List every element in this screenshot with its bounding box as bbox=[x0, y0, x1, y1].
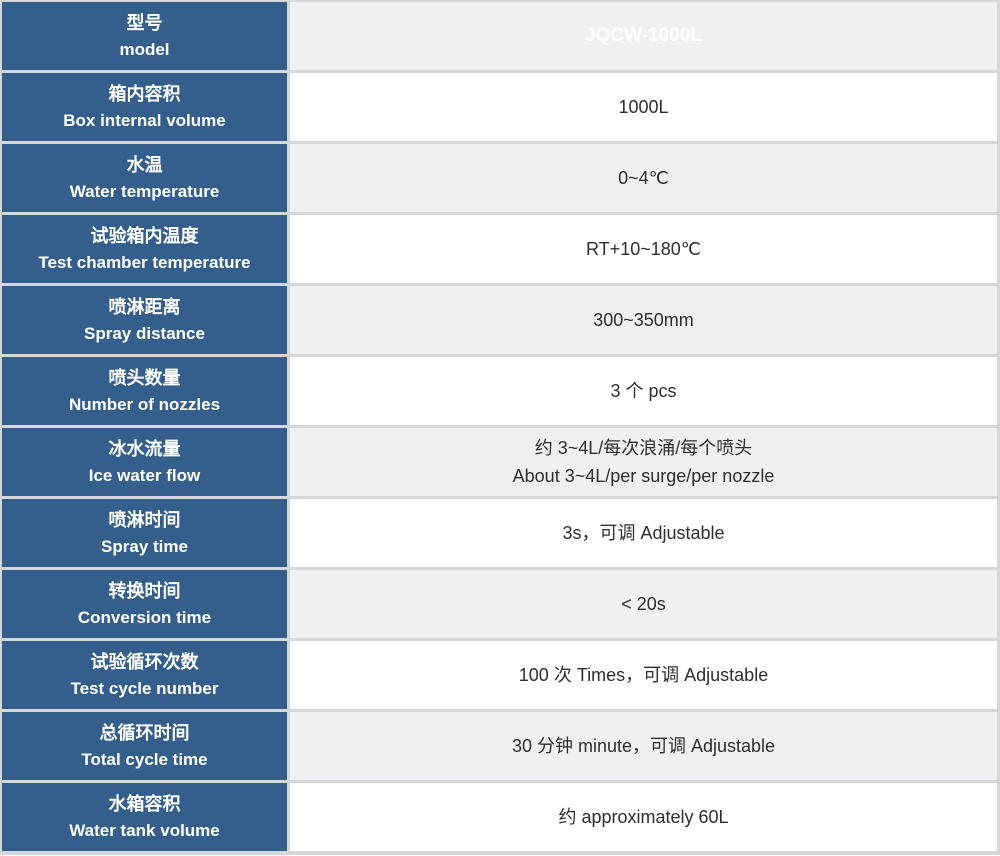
spec-row-number-of-nozzles: 喷头数量 Number of nozzles 3 个 pcs bbox=[2, 357, 997, 425]
row-label-en: Spray distance bbox=[84, 324, 205, 343]
row-value-spray-distance: 300~350mm bbox=[290, 286, 997, 354]
spec-row-conversion-time: 转换时间 Conversion time < 20s bbox=[2, 570, 997, 638]
spec-row-box-internal-volume: 箱内容积 Box internal volume 1000L bbox=[2, 73, 997, 141]
spec-row-total-cycle-time: 总循环时间 Total cycle time 30 分钟 minute，可调 A… bbox=[2, 712, 997, 780]
row-label-en: model bbox=[119, 40, 170, 59]
row-label-zh: 水箱容积 bbox=[108, 794, 181, 814]
row-label-zh: 水温 bbox=[126, 155, 163, 175]
row-label-zh: 总循环时间 bbox=[99, 723, 190, 743]
row-label-en: Box internal volume bbox=[63, 111, 226, 130]
row-label-zh: 喷头数量 bbox=[108, 368, 181, 388]
row-value-ice-water-flow: 约 3~4L/每次浪涌/每个喷头 About 3~4L/per surge/pe… bbox=[290, 428, 997, 496]
spec-row-test-cycle-number: 试验循环次数 Test cycle number 100 次 Times，可调 … bbox=[2, 641, 997, 709]
row-label-en: Conversion time bbox=[77, 608, 212, 627]
spec-row-test-chamber-temperature: 试验箱内温度 Test chamber temperature RT+10~18… bbox=[2, 215, 997, 283]
row-value-test-cycle-number: 100 次 Times，可调 Adjustable bbox=[290, 641, 997, 709]
spec-row-water-tank-volume: 水箱容积 Water tank volume 约 approximately 6… bbox=[2, 783, 997, 851]
row-label-en: Number of nozzles bbox=[68, 395, 221, 414]
row-label-zh: 试验循环次数 bbox=[90, 652, 199, 672]
spec-row-spray-distance: 喷淋距离 Spray distance 300~350mm bbox=[2, 286, 997, 354]
row-label-test-cycle-number: 试验循环次数 Test cycle number bbox=[2, 641, 287, 709]
row-label-conversion-time: 转换时间 Conversion time bbox=[2, 570, 287, 638]
row-label-number-of-nozzles: 喷头数量 Number of nozzles bbox=[2, 357, 287, 425]
row-value-water-tank-volume: 约 approximately 60L bbox=[290, 783, 997, 851]
spec-row-spray-time: 喷淋时间 Spray time 3s，可调 Adjustable bbox=[2, 499, 997, 567]
row-value-total-cycle-time: 30 分钟 minute，可调 Adjustable bbox=[290, 712, 997, 780]
row-label-zh: 箱内容积 bbox=[108, 84, 181, 104]
row-label-zh: 喷淋时间 bbox=[108, 510, 181, 530]
row-label-en: Ice water flow bbox=[88, 466, 201, 485]
row-label-en: Test cycle number bbox=[70, 679, 219, 698]
row-label-water-tank-volume: 水箱容积 Water tank volume bbox=[2, 783, 287, 851]
row-value-model: JQCW-1000L bbox=[290, 2, 997, 70]
spec-row-water-temperature: 水温 Water temperature 0~4℃ bbox=[2, 144, 997, 212]
spec-row-model: 型号 model JQCW-1000L bbox=[2, 2, 997, 70]
row-label-total-cycle-time: 总循环时间 Total cycle time bbox=[2, 712, 287, 780]
row-label-zh: 试验箱内温度 bbox=[90, 226, 199, 246]
row-label-en: Spray time bbox=[101, 537, 188, 556]
row-label-spray-time: 喷淋时间 Spray time bbox=[2, 499, 287, 567]
row-label-zh: 冰水流量 bbox=[108, 439, 181, 459]
row-label-model: 型号 model bbox=[2, 2, 287, 70]
row-label-en: Total cycle time bbox=[81, 750, 208, 769]
row-label-en: Water tank volume bbox=[69, 821, 220, 840]
row-value-conversion-time: < 20s bbox=[290, 570, 997, 638]
row-label-box-internal-volume: 箱内容积 Box internal volume bbox=[2, 73, 287, 141]
row-label-zh: 转换时间 bbox=[108, 581, 181, 601]
row-value-spray-time: 3s，可调 Adjustable bbox=[290, 499, 997, 567]
row-label-test-chamber-temperature: 试验箱内温度 Test chamber temperature bbox=[2, 215, 287, 283]
row-value-box-internal-volume: 1000L bbox=[290, 73, 997, 141]
row-label-zh: 型号 bbox=[126, 13, 163, 33]
row-label-water-temperature: 水温 Water temperature bbox=[2, 144, 287, 212]
row-label-spray-distance: 喷淋距离 Spray distance bbox=[2, 286, 287, 354]
row-label-ice-water-flow: 冰水流量 Ice water flow bbox=[2, 428, 287, 496]
row-value-number-of-nozzles: 3 个 pcs bbox=[290, 357, 997, 425]
row-value-water-temperature: 0~4℃ bbox=[290, 144, 997, 212]
row-label-en: Test chamber temperature bbox=[38, 253, 251, 272]
row-label-en: Water temperature bbox=[69, 182, 220, 201]
spec-row-ice-water-flow: 冰水流量 Ice water flow 约 3~4L/每次浪涌/每个喷头 Abo… bbox=[2, 428, 997, 496]
row-label-zh: 喷淋距离 bbox=[108, 297, 181, 317]
row-value-test-chamber-temperature: RT+10~180℃ bbox=[290, 215, 997, 283]
